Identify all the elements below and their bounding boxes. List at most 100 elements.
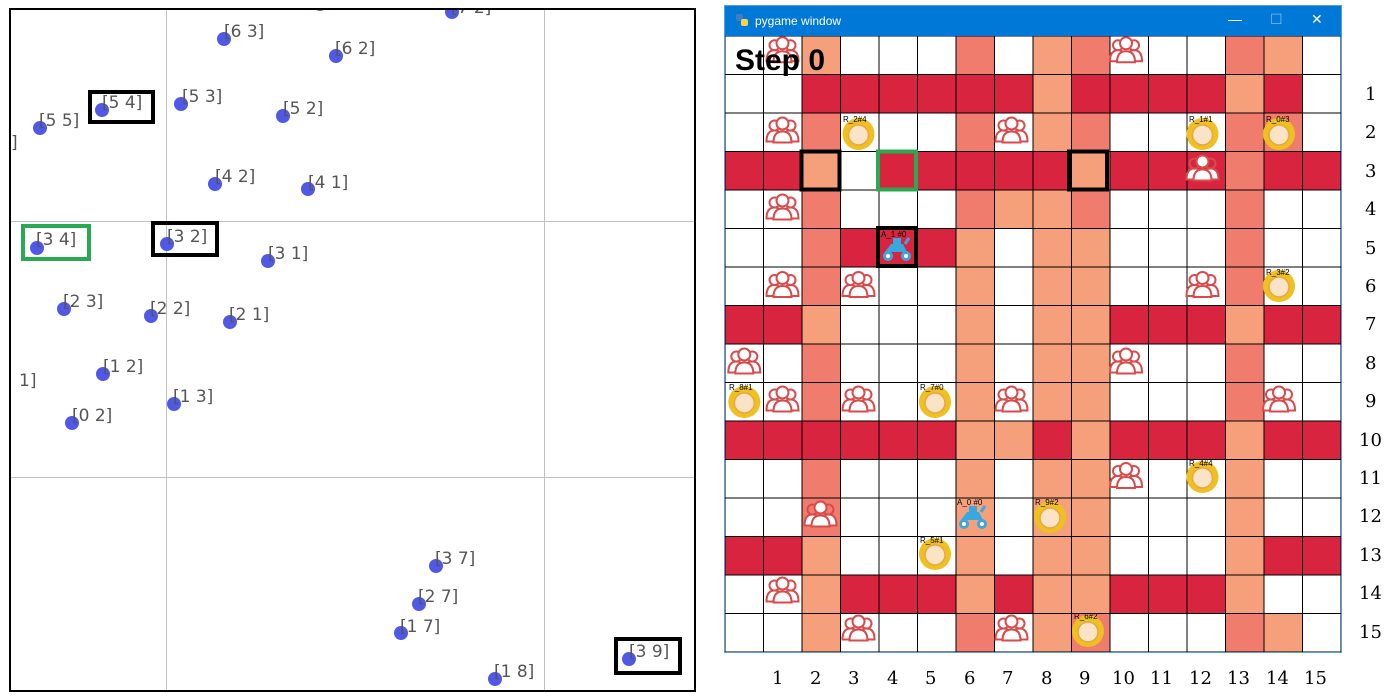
road-cell <box>1071 151 1110 190</box>
point-label: [5 5] <box>39 111 80 131</box>
customer-icon <box>765 385 800 413</box>
scatter-point <box>33 121 47 135</box>
customer-icon <box>1262 385 1296 413</box>
road-cell <box>956 536 995 575</box>
road-cell <box>802 613 841 652</box>
column-label: 1 <box>772 668 784 689</box>
scatter-point <box>144 309 158 323</box>
window-title: pygame window <box>755 14 842 28</box>
scatter-point <box>30 241 44 255</box>
road-cell <box>1148 421 1187 460</box>
title-bar: pygame window — ☐ ✕ <box>725 6 1341 36</box>
point-label: [3 4] <box>36 230 77 250</box>
road-cell <box>1071 344 1110 383</box>
road-cell <box>994 421 1033 460</box>
point-label: [5 2] <box>283 99 324 119</box>
scatter-point <box>622 652 636 666</box>
row-label: 4 <box>1365 199 1377 220</box>
column-label: 6 <box>964 668 976 689</box>
road-cell <box>1148 74 1187 113</box>
column-label: 10 <box>1112 668 1135 689</box>
column-label: 7 <box>1002 668 1014 689</box>
customer-icon <box>841 385 876 413</box>
column-label: 2 <box>810 668 822 689</box>
road-cell <box>1110 305 1149 344</box>
road-cell <box>917 74 956 113</box>
restaurant-label: R_2#4 <box>843 115 867 124</box>
maximize-button[interactable]: ☐ <box>1270 11 1283 27</box>
highlight-box-black <box>1067 149 1109 192</box>
minimize-button[interactable]: — <box>1228 11 1242 27</box>
column-label: 8 <box>1041 668 1053 689</box>
point-label: [2 2] <box>150 299 191 319</box>
road-cell <box>802 113 841 152</box>
road-cell <box>1225 536 1264 575</box>
restaurant-label: R_9#2 <box>1035 498 1059 507</box>
point-label: [5 3] <box>182 87 223 107</box>
road-cell <box>802 190 841 229</box>
road-cell <box>1302 305 1341 344</box>
customer-icon <box>994 614 1029 642</box>
road-cell <box>725 421 764 460</box>
point-label: [4 1] <box>308 173 349 193</box>
point-label: [3 1] <box>268 244 309 264</box>
highlight-box-black <box>614 637 682 675</box>
scatter-point <box>276 109 290 123</box>
scatter-point <box>217 32 231 46</box>
row-label: 2 <box>1365 122 1377 143</box>
row-label: 1 <box>1365 84 1377 105</box>
game-grid: R_0#3 R_1#1 R_2#4 R_3#2 R_4#4 R_5#1 R_6#… <box>725 36 1341 652</box>
road-cell <box>1033 113 1072 152</box>
row-label: 6 <box>1365 276 1377 297</box>
restaurants: R_0#3 R_1#1 R_2#4 R_3#2 R_4#4 R_5#1 R_6#… <box>727 115 1296 648</box>
agent-label: A_0 #0 <box>957 498 983 507</box>
road-cell <box>1148 575 1187 614</box>
road-cell <box>1264 421 1303 460</box>
road-cell <box>879 74 918 113</box>
row-label: 10 <box>1359 430 1382 451</box>
customer-icon <box>1185 154 1220 182</box>
road-cell <box>956 575 995 614</box>
road-cell <box>1225 74 1264 113</box>
scatter-point <box>488 672 502 686</box>
customer-icon <box>841 614 876 642</box>
highlight-box-black <box>151 221 219 257</box>
agent-label: A_1 #0 <box>881 230 907 239</box>
road-cell <box>1033 575 1072 614</box>
scatter-point <box>208 177 222 191</box>
restaurant-label: R_4#4 <box>1189 459 1213 468</box>
road-cell <box>1110 74 1149 113</box>
customer-icon <box>765 193 800 221</box>
column-label: 11 <box>1150 668 1173 689</box>
grid-line <box>11 477 694 478</box>
road-cell <box>994 74 1033 113</box>
column-label: 12 <box>1189 668 1212 689</box>
highlight-box-black <box>876 226 918 268</box>
road-cell <box>1071 228 1110 267</box>
highlight-box-black <box>799 149 842 192</box>
road-cell <box>1110 575 1149 614</box>
road-cell <box>802 151 841 190</box>
agents: A_1 #0 A_0 #0 <box>881 230 989 531</box>
row-label: 8 <box>1365 353 1377 374</box>
point-label-fragment: ] <box>11 133 18 153</box>
road-cell <box>763 536 802 575</box>
customer-icon <box>1185 271 1220 298</box>
highlight-box-black <box>88 90 155 124</box>
road-cell <box>802 536 841 575</box>
scatter-point <box>65 416 79 430</box>
road-cell <box>879 575 918 614</box>
row-label: 14 <box>1359 583 1382 604</box>
road-cell <box>1187 421 1226 460</box>
road-cell <box>879 151 918 190</box>
road-cell <box>917 151 956 190</box>
point-label: [4 2] <box>215 167 256 187</box>
close-button[interactable]: ✕ <box>1311 11 1323 27</box>
customer-icon <box>994 116 1029 144</box>
point-label: [7 2] <box>451 8 492 18</box>
customer-icon <box>765 116 800 144</box>
road-cell <box>917 575 956 614</box>
road-cell <box>1071 536 1110 575</box>
road-cell <box>725 536 764 575</box>
point-label: [1 2] <box>103 357 144 377</box>
